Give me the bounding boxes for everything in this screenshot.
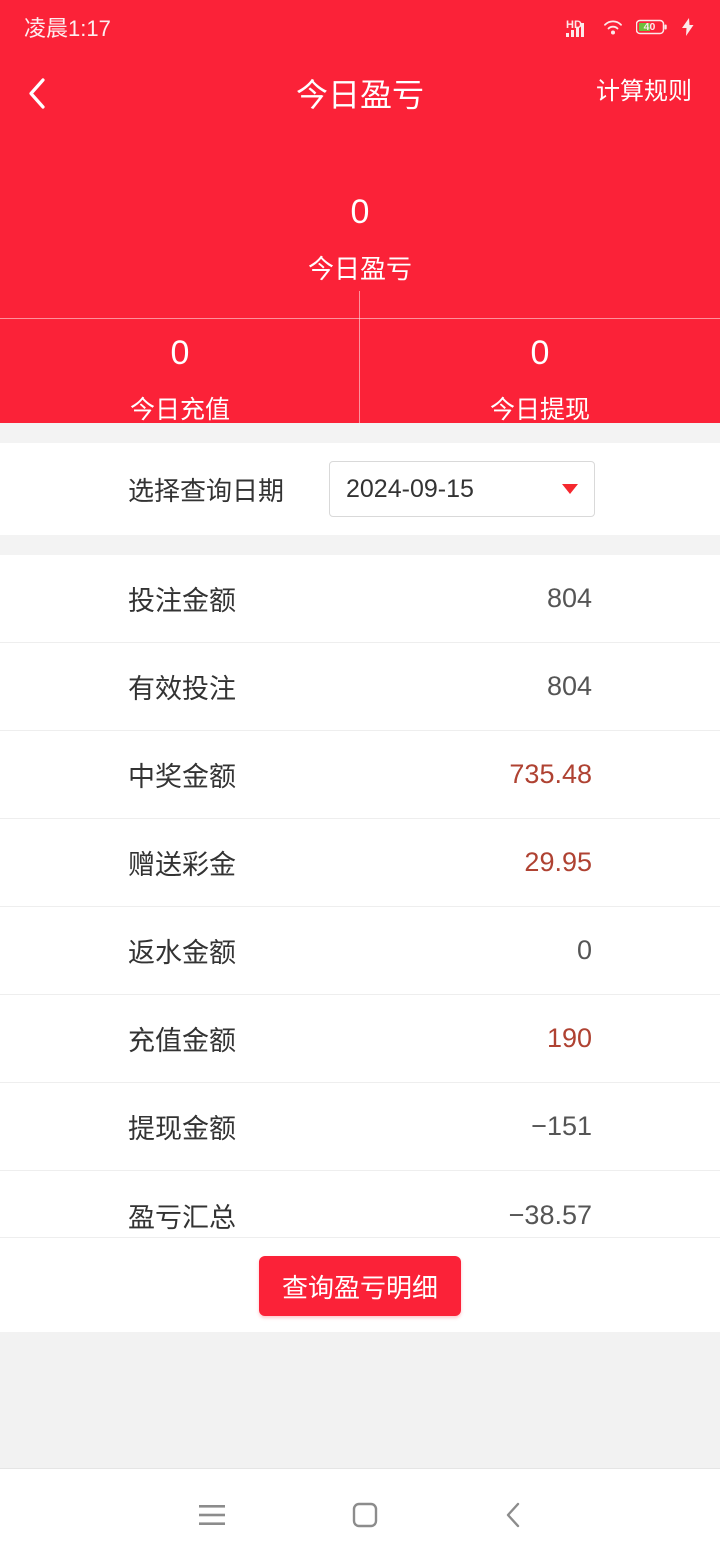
svg-text:HD: HD (566, 19, 582, 31)
svg-text:40: 40 (644, 21, 656, 33)
